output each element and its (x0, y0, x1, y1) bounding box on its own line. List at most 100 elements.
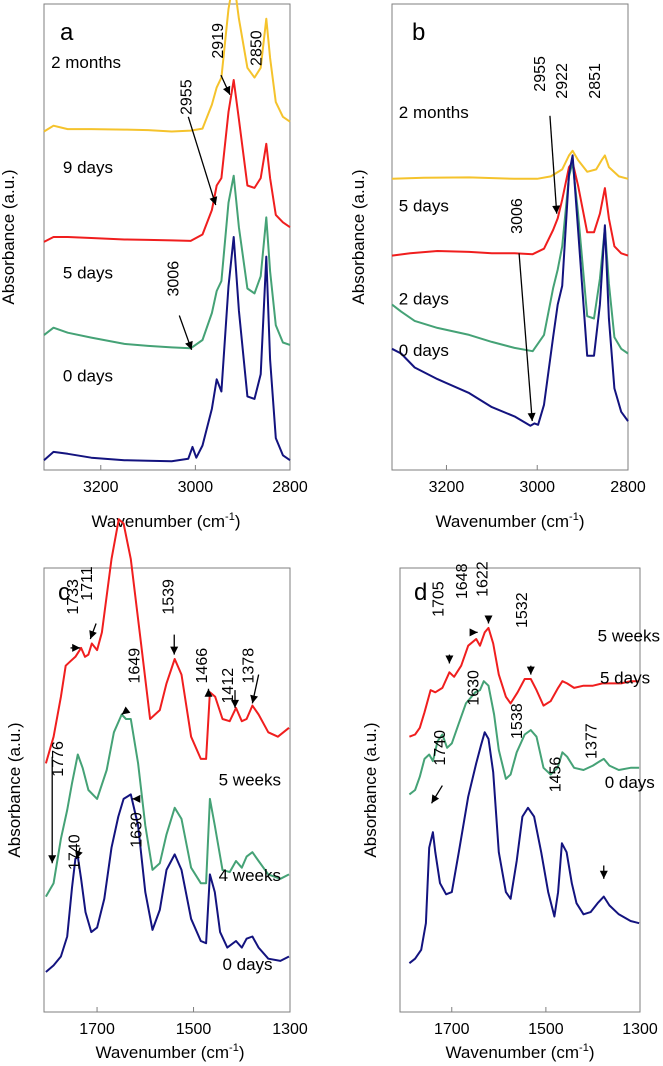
panel-d-peak-label-1456: 1456 (547, 757, 564, 793)
panel-b-peak-arrowhead-3006 (527, 412, 536, 422)
panel-b-x-tick-label-3000: 3000 (519, 479, 555, 496)
panel-a-curve-5-days (43, 174, 291, 350)
panel-d-letter: d (414, 579, 427, 606)
panel-a-peak-label-2955: 2955 (179, 79, 196, 115)
panel-a-plot-frame (43, 3, 291, 471)
panel-a-y-axis-label: Absorbance (a.u.) (0, 169, 18, 304)
panel-d-y-axis-label: Absorbance (a.u.) (361, 722, 380, 857)
panel-a-peak-arrowhead-3006 (185, 340, 193, 350)
panel-b-curve-0-days (391, 154, 629, 427)
panel-c-peak-label-1776: 1776 (50, 741, 67, 777)
panel-c: c Absorbance (a.u.) Wavenumber (cm-1) 17… (5, 518, 308, 1062)
panel-a-peak-arrow-2955 (187, 116, 217, 206)
panel-c-peak-label-1539: 1539 (160, 579, 177, 615)
panel-a-x-tick-label-2800: 2800 (272, 479, 308, 496)
panel-a-peak-arrowhead-2955 (209, 196, 218, 206)
panel-a-letter: a (60, 19, 74, 46)
panel-b-peak-label-3006: 3006 (509, 198, 526, 234)
panel-d-plot-frame (399, 567, 641, 1013)
panel-d-peak-arrowhead-1740 (431, 794, 440, 804)
panel-d-x-tick-label-1700: 1700 (434, 1021, 470, 1038)
panel-a-peak-label-2850: 2850 (249, 30, 266, 66)
panel-a-peak-arrowhead-2919 (223, 85, 231, 95)
panel-c-peak-label-1466: 1466 (194, 648, 211, 684)
panel-b-curve-2-months (391, 149, 629, 180)
panel-c-peak-label-1630: 1630 (128, 812, 145, 848)
panel-c-peak-arrowhead-1733 (72, 643, 81, 652)
panel-d-curve-label: 5 days (600, 668, 650, 687)
panel-c-y-axis-label: Absorbance (a.u.) (5, 722, 24, 857)
panel-b-peak-label-2922: 2922 (554, 63, 571, 99)
panel-d: d Absorbance (a.u.) Wavenumber (cm-1) 17… (361, 561, 660, 1062)
panel-a-x-axis-label: Wavenumber (cm-1) (92, 511, 241, 531)
panel-b-y-axis-label: Absorbance (a.u.) (349, 169, 368, 304)
panel-d-peak-label-1538: 1538 (509, 703, 526, 739)
panel-b: b Absorbance (a.u.) Wavenumber (cm-1) 32… (349, 3, 646, 531)
panel-c-curve-label: 4 weeks (219, 866, 281, 885)
panel-d-peak-label-1630: 1630 (466, 670, 483, 706)
panel-c-plot-frame (43, 567, 291, 1013)
panel-c-peak-label-1733: 1733 (65, 579, 82, 615)
panel-d-curve-5-weeks (409, 626, 640, 738)
panel-b-x-tick-label-3200: 3200 (429, 479, 465, 496)
panel-c-x-tick-label-1700: 1700 (79, 1021, 115, 1038)
panel-c-letter: c (58, 579, 70, 606)
panel-a-x-tick-label-3200: 3200 (83, 479, 119, 496)
panel-d-x-axis-label: Wavenumber (cm-1) (446, 1042, 595, 1062)
panel-a-curve-0-days (43, 236, 291, 463)
panel-c-peak-label-1649: 1649 (127, 648, 144, 684)
panel-d-x-tick-label-1500: 1500 (528, 1021, 564, 1038)
panel-c-curve-0-days (45, 793, 290, 973)
panel-c-peak-label-1740: 1740 (67, 834, 84, 870)
panel-c-peak-arrowhead-1630 (132, 794, 141, 803)
panel-b-peak-arrow-2955 (549, 115, 558, 214)
panel-b-curve-2-days (391, 161, 629, 355)
panel-a-curve-label: 5 days (63, 264, 113, 283)
panel-b-curve-label: 2 months (399, 103, 469, 122)
panel-a-curve-label: 0 days (63, 367, 113, 386)
panel-b-peak-label-2851: 2851 (587, 63, 604, 99)
panel-b-peak-label-2955: 2955 (532, 56, 549, 92)
panel-c-x-tick-label-1300: 1300 (272, 1021, 308, 1038)
panel-d-peak-label-1705: 1705 (430, 581, 447, 617)
panel-c-x-axis-label: Wavenumber (cm-1) (96, 1042, 245, 1062)
panel-c-x-tick-label-1500: 1500 (176, 1021, 212, 1038)
panel-a-curve-9-days (43, 79, 291, 243)
panel-b-letter: b (412, 19, 425, 46)
panel-d-peak-label-1532: 1532 (514, 592, 531, 628)
panel-c-peak-arrowhead-1740 (75, 850, 83, 859)
panel-b-x-axis-label: Wavenumber (cm-1) (436, 511, 585, 531)
panel-c-curve-label: 5 weeks (219, 771, 281, 790)
panel-c-peak-arrowhead-1378 (250, 694, 258, 704)
panel-b-curve-label: 2 days (399, 290, 449, 309)
panel-c-peak-label-1711: 1711 (79, 566, 96, 601)
panel-d-curve-0-days (408, 731, 640, 964)
panel-b-x-tick-label-2800: 2800 (610, 479, 646, 496)
panel-c-peak-label-1412: 1412 (220, 668, 237, 704)
panel-a-peak-label-2919: 2919 (210, 23, 227, 59)
panel-c-curve-4-weeks (45, 713, 290, 898)
panel-d-peak-label-1622: 1622 (475, 561, 492, 597)
panel-d-peak-label-1740: 1740 (432, 730, 449, 766)
panel-a-curve-label: 2 months (51, 53, 121, 72)
panel-d-curve-label: 0 days (605, 773, 655, 792)
panel-c-peak-label-1378: 1378 (240, 648, 257, 684)
panel-d-peak-label-1648: 1648 (454, 563, 471, 599)
panel-d-curve-label: 5 weeks (598, 626, 660, 645)
panel-a-peak-label-3006: 3006 (165, 261, 182, 297)
panel-b-peak-arrowhead-2955 (552, 205, 561, 214)
panel-c-peak-arrowhead-1776 (48, 855, 57, 864)
panel-a: a Absorbance (a.u.) Wavenumber (cm-1) 32… (0, 0, 308, 531)
panel-b-plot-frame (391, 3, 629, 471)
panel-d-peak-arrowhead-1622 (484, 615, 493, 624)
panel-c-peak-arrowhead-1539 (170, 646, 179, 655)
panel-c-peak-arrowhead-1466 (204, 688, 213, 697)
panel-d-peak-arrowhead-1705 (445, 655, 454, 664)
panel-b-curve-label: 5 days (399, 196, 449, 215)
panel-b-curve-5-days (391, 161, 629, 257)
panel-a-x-tick-label-3000: 3000 (178, 479, 214, 496)
panel-b-curve-label: 0 days (399, 341, 449, 360)
panel-d-peak-label-1377: 1377 (584, 723, 601, 759)
panel-d-peak-arrowhead-1532 (526, 666, 535, 675)
